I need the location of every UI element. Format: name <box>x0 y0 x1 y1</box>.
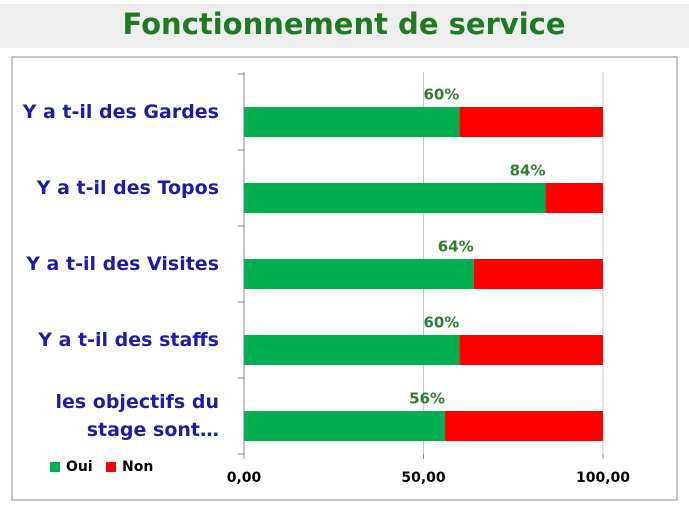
bar-segment <box>244 335 460 365</box>
legend-label: Oui <box>66 459 93 475</box>
bar-segment <box>244 183 546 213</box>
legend-label: Non <box>122 459 153 475</box>
chart-title: Fonctionnement de service <box>122 7 565 41</box>
bar-segment <box>244 259 474 289</box>
bar-segment <box>545 183 603 213</box>
y-tick-label: Y a t-il des Gardes <box>22 101 219 123</box>
value-label: 64% <box>438 238 474 256</box>
value-label: 60% <box>423 86 459 104</box>
title-band <box>0 4 689 48</box>
bar-segment <box>244 107 460 137</box>
bar-segment <box>445 411 603 441</box>
legend-swatch <box>106 462 116 472</box>
chart-border <box>11 56 678 501</box>
y-tick-label: Y a t-il des Visites <box>26 253 219 275</box>
bar-segment <box>459 335 603 365</box>
value-label: 84% <box>510 162 546 180</box>
bar-segment <box>473 259 603 289</box>
value-label: 56% <box>409 390 445 408</box>
y-tick-label: Y a t-il des staffs <box>38 329 219 351</box>
x-tick-label: 100,00 <box>576 470 630 486</box>
legend-swatch <box>50 462 60 472</box>
bar-segment <box>459 107 603 137</box>
x-tick-label: 50,00 <box>401 470 446 486</box>
bar-segment <box>244 411 446 441</box>
value-label: 60% <box>423 314 459 332</box>
y-tick-label: les objectifs du stage sont… <box>55 391 219 441</box>
x-tick-label: 0,00 <box>227 470 262 486</box>
y-tick-label: Y a t-il des Topos <box>36 177 219 199</box>
